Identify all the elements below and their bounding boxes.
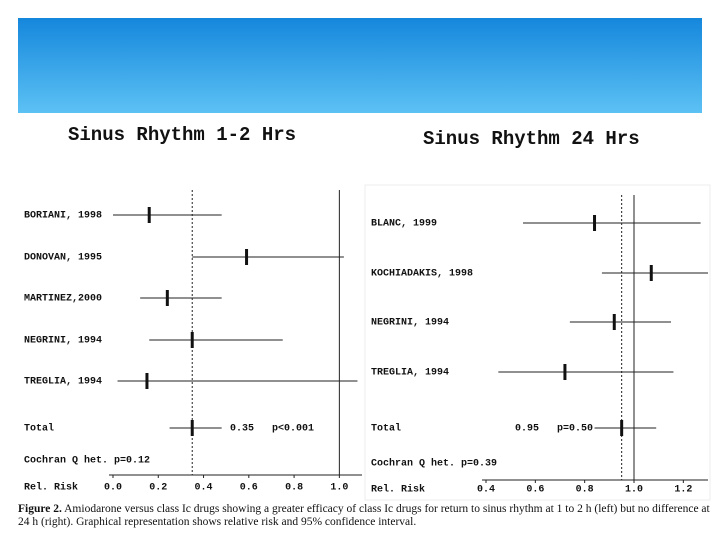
study-label: Total (24, 423, 54, 435)
header-band (18, 18, 702, 113)
x-tick-label: 0.4 (195, 483, 213, 494)
x-tick-label: 0.8 (285, 483, 303, 494)
study-label: Total (371, 423, 401, 435)
x-tick-label: 0.8 (576, 485, 594, 496)
x-tick-label: 0.2 (149, 483, 167, 494)
caption-label: Figure 2. (18, 503, 62, 515)
right-panel (364, 184, 711, 501)
study-label: KOCHIADAKIS, 1998 (371, 269, 473, 280)
study-label: NEGRINI, 1994 (24, 336, 102, 347)
total-annotation: 0.35 p<0.001 (230, 424, 314, 435)
x-axis-title: Rel. Risk (371, 484, 425, 496)
study-label: TREGLIA, 1994 (371, 368, 449, 379)
x-axis-title: Rel. Risk (24, 482, 78, 494)
study-label: TREGLIA, 1994 (24, 377, 102, 388)
caption: Figure 2. Amiodarone versus class Ic dru… (18, 503, 710, 529)
study-label: DONOVAN, 1995 (24, 253, 102, 264)
study-label: BLANC, 1999 (371, 219, 437, 230)
x-tick-label: 1.0 (330, 483, 348, 494)
caption-text: Amiodarone versus class Ic drugs showing… (18, 503, 710, 528)
x-tick-label: 0.6 (526, 485, 544, 496)
study-label: NEGRINI, 1994 (371, 318, 449, 329)
x-tick-label: 0.4 (477, 485, 495, 496)
heterogeneity: Cochran Q het. p=0.12 (24, 455, 150, 467)
chart-title: Sinus Rhythm 1-2 Hrs (68, 124, 296, 146)
x-tick-label: 0.0 (104, 483, 122, 494)
total-annotation: 0.95 p=0.50 (515, 424, 593, 435)
study-label: MARTINEZ,2000 (24, 294, 102, 305)
heterogeneity: Cochran Q het. p=0.39 (371, 458, 497, 470)
x-tick-label: 1.0 (625, 485, 643, 496)
x-tick-label: 0.6 (240, 483, 258, 494)
x-tick-label: 1.2 (674, 485, 692, 496)
study-label: BORIANI, 1998 (24, 211, 102, 222)
chart-title: Sinus Rhythm 24 Hrs (423, 128, 640, 150)
